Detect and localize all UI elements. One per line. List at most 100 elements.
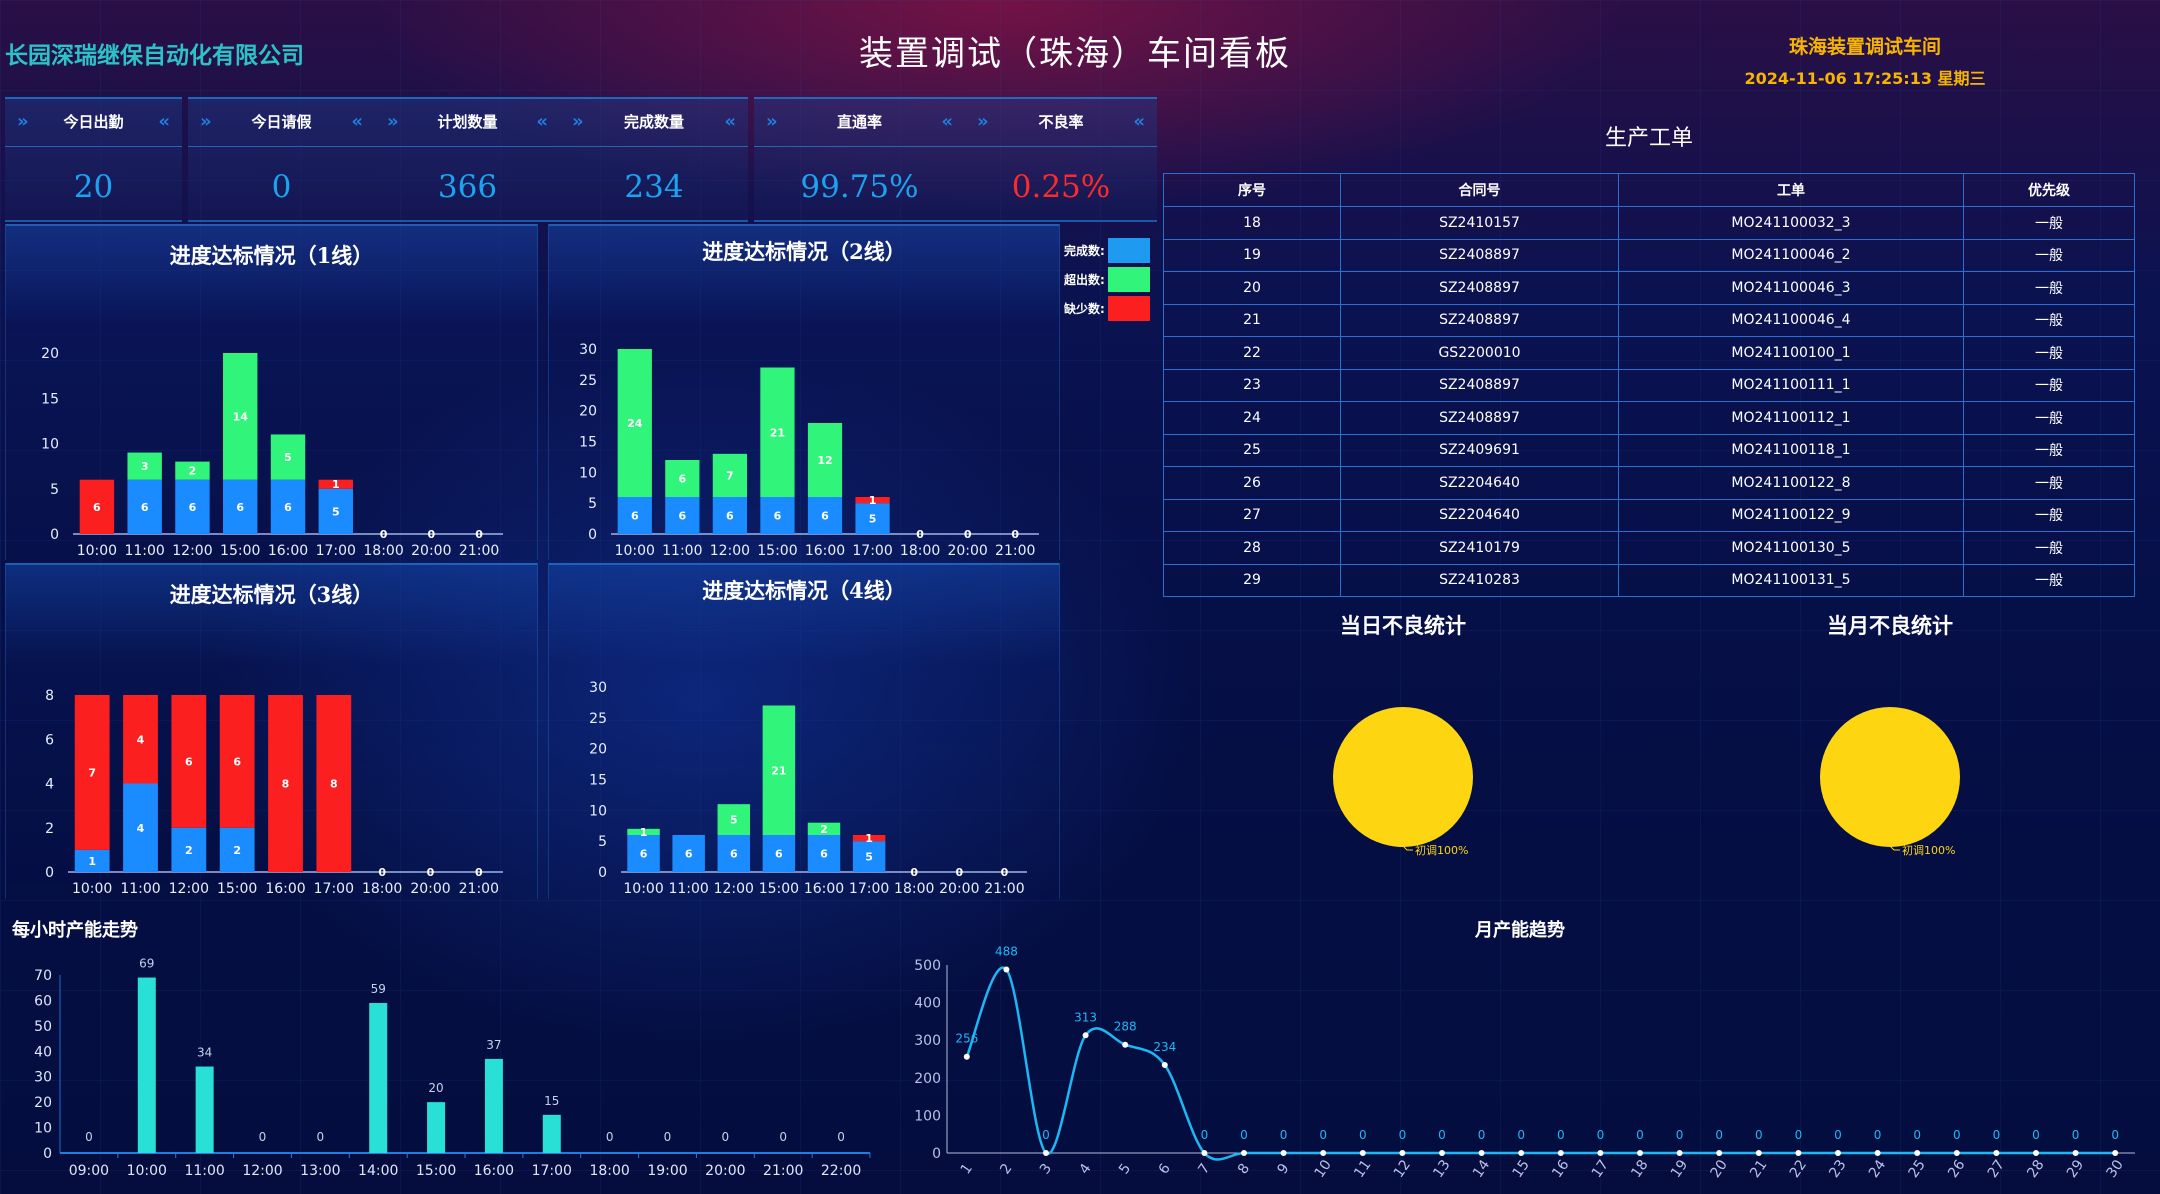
table-row[interactable]: 25 SZ2409691 MO241100118_1 一般 xyxy=(1163,433,2135,467)
table-row[interactable]: 26 SZ2204640 MO241100122_8 一般 xyxy=(1163,466,2135,500)
data-label: 6 xyxy=(774,510,782,523)
data-point xyxy=(1439,1150,1445,1156)
table-cell: 一般 xyxy=(1963,433,2135,467)
hourly-chart: 0 10 20 30 40 50 60 70 09:00 0 10:00 69 11:00 34 12:00… xyxy=(34,957,871,1179)
chevron-right-icon: » xyxy=(200,111,212,132)
kpi-label: 今日出勤 xyxy=(5,111,182,147)
x-tick-label: 12:00 xyxy=(242,1163,282,1179)
chart-line3-panel: 0 2 4 6 8 10:00 1 7 11:00 4 4 12:00 2 6 15:00 2 6 16:00 8 1… xyxy=(5,563,538,899)
x-tick-label: 10:00 xyxy=(615,543,655,559)
data-point xyxy=(1082,1032,1089,1039)
column-header[interactable]: 优先级 xyxy=(1963,173,2135,207)
table-row[interactable]: 24 SZ2408897 MO241100112_1 一般 xyxy=(1163,401,2135,435)
legend-item-exceed[interactable]: 超出数: xyxy=(1064,265,1150,294)
company-name: 长园深瑞继保自动化有限公司 xyxy=(5,43,304,69)
bar-segment-完成数 xyxy=(855,503,890,534)
table-cell: SZ2408897 xyxy=(1340,238,1619,272)
data-label: 2 xyxy=(189,465,197,478)
data-label: 0 xyxy=(1913,1128,1921,1142)
bar-segment-超出数 xyxy=(665,460,700,497)
datetime: 2024-11-06 17:25:13 星期三 xyxy=(1744,69,1986,88)
table-cell: 20 xyxy=(1163,271,1341,305)
bar-segment-完成数 xyxy=(617,497,652,534)
y-tick-label: 20 xyxy=(579,404,597,420)
table-row[interactable]: 28 SZ2410179 MO241100130_5 一般 xyxy=(1163,531,2135,565)
bar-segment-完成数 xyxy=(717,835,751,872)
y-tick-label: 2 xyxy=(45,821,54,837)
y-tick-label: 0 xyxy=(45,865,54,881)
bar-segment-缺少数 xyxy=(852,835,886,842)
bar-segment-完成数 xyxy=(123,783,158,872)
y-tick-label: 25 xyxy=(589,711,607,727)
y-tick-label: 0 xyxy=(43,1146,52,1162)
chevron-left-icon: « xyxy=(158,111,170,132)
column-header[interactable]: 合同号 xyxy=(1340,173,1619,207)
y-tick-label: 400 xyxy=(914,996,941,1012)
data-label: 6 xyxy=(685,848,693,861)
table-row[interactable]: 27 SZ2204640 MO241100122_9 一般 xyxy=(1163,498,2135,532)
label-line xyxy=(1402,845,1413,851)
monthly-chart: 0100200300400500256148820331342885234607… xyxy=(914,945,2135,1181)
table-cell: 19 xyxy=(1163,238,1341,272)
table-row[interactable]: 22 GS2200010 MO241100100_1 一般 xyxy=(1163,336,2135,370)
bar-segment-完成数 xyxy=(807,497,843,534)
data-label: 4 xyxy=(137,733,145,746)
data-point xyxy=(1003,966,1010,973)
y-tick-label: 0 xyxy=(598,865,607,881)
monthly-title: 月产能趋势 xyxy=(1475,920,1565,941)
bar-segment-完成数 xyxy=(127,479,162,534)
chevron-left-icon: « xyxy=(724,111,736,132)
data-point xyxy=(1914,1150,1921,1156)
table-cell: SZ2410283 xyxy=(1340,563,1619,597)
bar-segment-完成数 xyxy=(74,849,110,872)
data-label: 234 xyxy=(1153,1040,1176,1054)
table-row[interactable]: 19 SZ2408897 MO241100046_2 一般 xyxy=(1163,238,2135,272)
bar-segment-超出数 xyxy=(807,423,843,497)
x-tick-label: 23 xyxy=(1826,1157,1849,1181)
data-label: 0 xyxy=(1011,528,1019,541)
legend-item-completed[interactable]: 完成数: xyxy=(1064,236,1150,265)
data-point xyxy=(1874,1150,1881,1156)
y-tick-label: 10 xyxy=(589,803,607,819)
chart-title: 进度达标情况（1线） xyxy=(169,243,374,268)
table-row[interactable]: 18 SZ2410157 MO241100032_3 一般 xyxy=(1163,206,2135,240)
data-label: 0 xyxy=(779,1130,787,1144)
chevron-left-icon: « xyxy=(941,111,953,132)
data-label: 20 xyxy=(428,1081,443,1095)
table-row[interactable]: 20 SZ2408897 MO241100046_3 一般 xyxy=(1163,271,2135,305)
table-cell: 一般 xyxy=(1963,531,2135,565)
bar-segment-缺少数 xyxy=(855,497,890,504)
x-tick-label: 16:00 xyxy=(268,543,308,559)
bar-segment-超出数 xyxy=(717,804,751,835)
legend-item-short[interactable]: 缺少数: xyxy=(1064,294,1150,323)
x-tick-label: 10 xyxy=(1312,1157,1335,1181)
table-row[interactable]: 21 SZ2408897 MO241100046_4 一般 xyxy=(1163,303,2135,337)
bar-segment-完成数 xyxy=(171,827,207,872)
bar-segment-超出数 xyxy=(270,434,306,480)
bar-segment-完成数 xyxy=(712,497,748,534)
y-tick-label: 10 xyxy=(34,1121,52,1137)
bar xyxy=(542,1114,561,1153)
data-label: 6 xyxy=(284,501,292,514)
x-tick-label: 20:00 xyxy=(705,1163,745,1179)
y-tick-label: 8 xyxy=(45,688,54,704)
table-cell: SZ2408897 xyxy=(1340,303,1619,337)
chart-title: 进度达标情况（4线） xyxy=(702,578,906,603)
data-label: 1 xyxy=(869,494,877,507)
table-cell: MO241100046_3 xyxy=(1618,271,1964,305)
bar-segment-缺少数 xyxy=(74,695,110,850)
x-tick-label: 30 xyxy=(2104,1157,2127,1181)
data-label: 21 xyxy=(771,764,786,777)
table-row[interactable]: 29 SZ2410283 MO241100131_5 一般 xyxy=(1163,563,2135,597)
y-tick-label: 30 xyxy=(589,680,607,696)
data-label: 0 xyxy=(1517,1128,1525,1142)
table-row[interactable]: 23 SZ2408897 MO241100111_1 一般 xyxy=(1163,368,2135,402)
column-header[interactable]: 工单 xyxy=(1618,173,1964,207)
x-tick-label: 6 xyxy=(1156,1161,1174,1178)
column-header[interactable]: 序号 xyxy=(1163,173,1341,207)
x-tick-label: 27 xyxy=(1985,1157,2008,1181)
data-point xyxy=(1637,1150,1643,1156)
x-tick-label: 2 xyxy=(997,1161,1015,1177)
data-label: 0 xyxy=(2111,1128,2119,1142)
bar xyxy=(195,1066,214,1153)
